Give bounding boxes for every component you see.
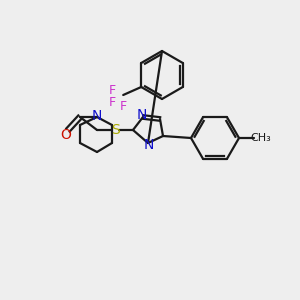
Text: O: O — [61, 128, 71, 142]
Text: N: N — [137, 108, 147, 122]
Text: N: N — [92, 109, 102, 123]
Text: CH₃: CH₃ — [250, 133, 272, 143]
Text: S: S — [111, 123, 119, 137]
Text: F: F — [109, 83, 116, 97]
Text: F: F — [120, 100, 127, 112]
Text: N: N — [144, 138, 154, 152]
Text: F: F — [109, 95, 116, 109]
